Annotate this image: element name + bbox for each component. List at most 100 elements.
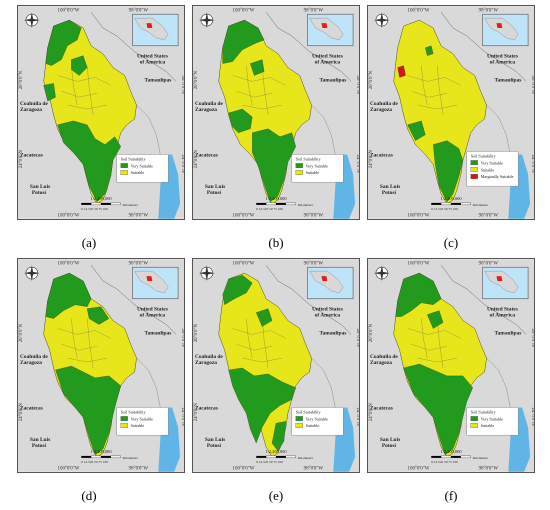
legend-swatch	[120, 170, 128, 175]
longitude-label-bottom-west: 100°0'0"W	[58, 214, 80, 219]
latitude-label-left-north: 26°0'0"N	[19, 324, 24, 343]
legend-item-label: Very Suitable	[131, 163, 154, 168]
zone-very-suitable	[86, 306, 110, 325]
latitude-label-right-north: 26°0'0"N	[530, 328, 534, 347]
state-border-east	[136, 104, 161, 155]
caption-f: (f)	[444, 488, 458, 503]
label-tamaulipas: Tamaulipas	[494, 330, 521, 336]
legend-title: Soil Suitability	[121, 409, 147, 414]
latitude-label-right-north: 26°0'0"N	[180, 328, 184, 347]
legend: Soil Suitability Very Suitable Suitable	[466, 407, 519, 436]
legend-item-label: Suitable	[306, 423, 320, 428]
scale-bar: 1:2,200,000 0 12.525 50 75 100 Kilometers	[431, 449, 489, 464]
longitude-label-top-west: 100°0'0"W	[233, 262, 255, 267]
longitude-label-top-west: 100°0'0"W	[408, 262, 430, 267]
latitude-label-left-south: 24°0'0"N	[369, 403, 374, 422]
scale-ticks: 0 12.525 50 75 100	[256, 207, 283, 211]
latitude-label-right-south: 24°0'0"N	[355, 407, 359, 426]
municipal-boundaries	[407, 318, 461, 368]
legend-title: Soil Suitability	[471, 153, 497, 158]
north-arrow-icon	[373, 12, 390, 29]
municipal-boundaries	[232, 65, 286, 115]
label-tamaulipas: Tamaulipas	[494, 77, 521, 83]
scale-ratio: 1:2,200,000	[440, 196, 462, 202]
legend: Soil Suitability Very Suitable Suitable	[116, 154, 169, 183]
legend-swatch	[470, 423, 478, 428]
legend-item-label: Very Suitable	[306, 416, 329, 421]
state-border-east	[486, 357, 511, 408]
international-border	[265, 12, 352, 82]
longitude-label-top-west: 100°0'0"W	[58, 262, 80, 267]
latitude-label-left-north: 26°0'0"N	[369, 324, 374, 343]
zone-very-suitable	[45, 272, 92, 319]
label-san-luis-line2: Potosí	[382, 190, 397, 196]
map-svg-f: 100°0'0"W 98°0'0"W 100°0'0"W 98°0'0"W 26°0'0…	[368, 259, 534, 472]
label-country-line2: of America	[490, 313, 516, 319]
inset-locator-map	[482, 266, 529, 300]
label-san-luis-line2: Potosí	[32, 190, 47, 196]
latitude-label-left-south: 24°0'0"N	[19, 403, 24, 422]
scale-ticks: 0 12.525 50 75 100	[431, 207, 458, 211]
zone-very-suitable	[57, 120, 121, 203]
label-san-luis: San Luis	[205, 437, 225, 443]
legend-item-label: Suitable	[306, 170, 320, 175]
label-country: United States	[137, 54, 168, 60]
zone-very-suitable	[228, 367, 296, 444]
scale-bar: 1:2,200,000 0 12.525 50 75 100 Kilometers	[81, 196, 139, 211]
legend-item-label: Very Suitable	[131, 416, 154, 421]
scale-unit: Kilometers	[123, 456, 139, 460]
longitude-label-top-east: 98°0'0"W	[304, 9, 324, 14]
latitude-label-right-south: 24°0'0"N	[180, 407, 184, 426]
latitude-label-left-north: 26°0'0"N	[19, 71, 24, 90]
zone-very-suitable	[45, 19, 82, 66]
state-border-east	[486, 104, 511, 155]
legend-title: Soil Suitability	[471, 409, 497, 414]
latitude-label-right-north: 26°0'0"N	[355, 75, 359, 94]
label-country-line2: of America	[315, 313, 341, 319]
legend-swatch	[470, 416, 478, 421]
longitude-label-bottom-east: 98°0'0"W	[129, 467, 149, 472]
legend-swatch	[120, 423, 128, 428]
legend: Soil Suitability Very Suitable Suitable	[291, 407, 344, 436]
zone-very-suitable	[427, 310, 444, 329]
municipal-boundaries	[57, 318, 111, 368]
latitude-label-left-south: 24°0'0"N	[194, 150, 199, 169]
longitude-label-bottom-east: 98°0'0"W	[304, 467, 324, 472]
inset-locator-map	[307, 266, 354, 300]
zone-very-suitable	[433, 140, 464, 203]
label-country: United States	[487, 307, 518, 313]
label-tamaulipas: Tamaulipas	[319, 77, 346, 83]
label-zacatecas: Zacatecas	[195, 152, 218, 158]
map-svg-b: 100°0'0"W 98°0'0"W 100°0'0"W 98°0'0"W 26°0'0…	[193, 6, 359, 219]
label-country-line2: of America	[140, 313, 166, 319]
scale-bar: 1:2,200,000 0 12.525 50 75 100 Kilometers	[431, 196, 489, 211]
label-country-line2: of America	[490, 60, 516, 66]
longitude-label-top-east: 98°0'0"W	[479, 9, 499, 14]
latitude-label-left-north: 26°0'0"N	[194, 71, 199, 90]
zone-marginally-suitable	[397, 65, 406, 78]
longitude-label-top-east: 98°0'0"W	[129, 9, 149, 14]
longitude-label-bottom-east: 98°0'0"W	[479, 214, 499, 219]
latitude-label-right-south: 24°0'0"N	[530, 407, 534, 426]
state-border-east	[311, 357, 336, 408]
scale-ticks: 0 12.525 50 75 100	[256, 460, 283, 464]
map-svg-c: 100°0'0"W 98°0'0"W 100°0'0"W 98°0'0"W 26°0'0…	[368, 6, 534, 219]
inset-locator-map	[132, 13, 179, 47]
label-tamaulipas: Tamaulipas	[144, 77, 171, 83]
label-san-luis-line2: Potosí	[207, 190, 222, 196]
label-tamaulipas: Tamaulipas	[319, 330, 346, 336]
zone-very-suitable	[395, 272, 442, 317]
international-border	[440, 12, 527, 82]
label-country: United States	[487, 54, 518, 60]
label-coahuila: Coahuila de	[195, 354, 223, 360]
legend-item-label: Suitable	[131, 423, 145, 428]
zone-very-suitable	[250, 59, 265, 76]
label-san-luis: San Luis	[205, 184, 225, 190]
legend-swatch	[470, 167, 478, 172]
label-coahuila: Coahuila de	[20, 101, 48, 107]
latitude-label-right-south: 24°0'0"N	[355, 154, 359, 173]
label-country: United States	[312, 54, 343, 60]
legend-swatch	[295, 423, 303, 428]
latitude-label-left-north: 26°0'0"N	[369, 71, 374, 90]
scale-ratio: 1:2,200,000	[440, 449, 462, 455]
